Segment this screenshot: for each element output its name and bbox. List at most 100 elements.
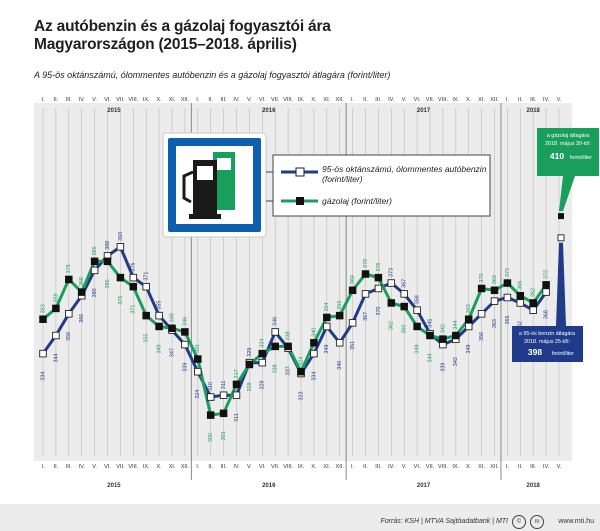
month-tick-label: I. bbox=[351, 97, 355, 103]
month-tick-label: IX. bbox=[452, 464, 459, 470]
data-point-petrol bbox=[323, 322, 331, 331]
data-point-petrol bbox=[490, 297, 499, 305]
month-tick-label: IX. bbox=[143, 464, 150, 470]
month-tick-label: V. bbox=[557, 464, 562, 470]
month-tick-label: XII. bbox=[181, 97, 190, 103]
data-label-diesel: 362 bbox=[389, 321, 395, 330]
data-point-petrol bbox=[39, 349, 47, 358]
data-label-petrol: 329 bbox=[260, 381, 266, 390]
data-label-diesel: 362 bbox=[531, 288, 537, 297]
month-tick-label: XI. bbox=[169, 464, 176, 470]
data-label-petrol: 347 bbox=[169, 348, 175, 357]
data-point-petrol bbox=[65, 310, 73, 318]
data-point-diesel bbox=[65, 275, 73, 284]
month-tick-label: X. bbox=[311, 97, 317, 103]
data-point-diesel bbox=[374, 273, 383, 282]
month-tick-label: IV. bbox=[543, 97, 550, 103]
series-line-diesel bbox=[42, 259, 548, 417]
month-tick-label: VIII. bbox=[283, 97, 293, 103]
callout-pointer-diesel bbox=[559, 176, 575, 212]
mti-logo-icon: m bbox=[530, 515, 544, 529]
data-point-petrol bbox=[142, 282, 150, 291]
callout-diesel-line2: 2018. május 30-tól: bbox=[545, 141, 591, 147]
data-point-diesel bbox=[206, 411, 215, 419]
data-point-diesel bbox=[413, 322, 421, 331]
month-tick-label: X. bbox=[466, 464, 472, 470]
month-tick-label: XI. bbox=[323, 97, 330, 103]
month-tick-label: II. bbox=[208, 464, 213, 470]
data-point-diesel bbox=[271, 342, 279, 351]
data-point-petrol bbox=[464, 322, 473, 331]
data-point-diesel bbox=[361, 270, 370, 278]
month-tick-label: VII. bbox=[426, 464, 435, 470]
data-point-diesel bbox=[245, 360, 254, 369]
year-label: 2017 bbox=[417, 483, 431, 489]
data-point-petrol bbox=[335, 339, 344, 347]
data-point-petrol bbox=[310, 349, 318, 358]
month-tick-label: VIII. bbox=[438, 464, 448, 470]
data-point-petrol bbox=[387, 279, 396, 287]
data-label-petrol: 311 bbox=[221, 381, 227, 390]
month-tick-label: III. bbox=[66, 97, 73, 103]
month-tick-label: I. bbox=[506, 97, 510, 103]
month-tick-label: XI. bbox=[478, 97, 485, 103]
month-tick-label: VII. bbox=[271, 464, 280, 470]
data-label-diesel: 344 bbox=[427, 354, 433, 363]
month-tick-label: VIII. bbox=[283, 464, 293, 470]
data-label-petrol: 356 bbox=[479, 332, 485, 341]
data-label-petrol: 367 bbox=[402, 279, 408, 288]
data-label-petrol: 356 bbox=[66, 332, 72, 341]
year-label: 2016 bbox=[262, 483, 276, 489]
data-label-petrol: 311 bbox=[234, 413, 240, 422]
month-tick-label: I. bbox=[351, 464, 355, 470]
month-tick-label: IX. bbox=[143, 97, 150, 103]
data-label-diesel: 348 bbox=[169, 313, 175, 322]
month-tick-label: III. bbox=[530, 97, 537, 103]
month-tick-label: V. bbox=[92, 464, 97, 470]
month-tick-label: II. bbox=[54, 97, 59, 103]
month-tick-label: IV. bbox=[79, 97, 86, 103]
data-point-diesel bbox=[181, 328, 189, 336]
data-label-diesel: 354 bbox=[324, 302, 330, 311]
data-label-petrol: 358 bbox=[415, 295, 421, 304]
callout-box-petrol bbox=[512, 326, 583, 362]
data-label-diesel: 355 bbox=[144, 334, 150, 343]
data-label-diesel: 385 bbox=[92, 246, 98, 255]
data-point-diesel bbox=[503, 279, 512, 287]
data-label-diesel: 378 bbox=[363, 259, 369, 268]
month-tick-label: XII. bbox=[335, 464, 344, 470]
month-tick-label: VI. bbox=[259, 97, 266, 103]
data-label-petrol: 351 bbox=[350, 341, 356, 350]
data-point-petrol bbox=[348, 319, 357, 327]
month-tick-label: V. bbox=[557, 97, 562, 103]
data-point-petrol bbox=[542, 288, 550, 296]
month-tick-label: XII. bbox=[335, 97, 344, 103]
data-label-diesel: 344 bbox=[453, 321, 459, 330]
callout-petrol-value: 398 bbox=[528, 347, 542, 357]
month-tick-label: II. bbox=[518, 464, 523, 470]
data-point-diesel bbox=[310, 339, 318, 347]
month-tick-label: X. bbox=[311, 464, 317, 470]
month-tick-label: X. bbox=[466, 97, 472, 103]
data-point-diesel bbox=[219, 409, 228, 418]
data-point-diesel bbox=[400, 302, 408, 311]
data-label-petrol: 363 bbox=[492, 319, 498, 328]
data-point-diesel bbox=[490, 286, 499, 295]
month-tick-label: VII. bbox=[116, 97, 125, 103]
data-label-petrol: 368 bbox=[544, 310, 550, 319]
month-tick-label: I. bbox=[506, 464, 510, 470]
data-label-diesel: 368 bbox=[79, 277, 85, 286]
data-point-petrol bbox=[181, 340, 189, 349]
month-tick-label: I. bbox=[41, 97, 45, 103]
legend-diesel-marker bbox=[296, 197, 304, 205]
data-label-diesel: 353 bbox=[466, 304, 472, 313]
data-point-diesel bbox=[90, 257, 99, 266]
data-point-diesel bbox=[129, 282, 138, 291]
data-label-diesel: 376 bbox=[376, 263, 382, 272]
data-point-petrol bbox=[116, 243, 125, 251]
callout-petrol-line1: a 95-ös benzin átlagára bbox=[519, 331, 575, 337]
data-label-diesel: 369 bbox=[492, 275, 498, 284]
data-label-petrol: 366 bbox=[79, 314, 85, 323]
data-point-diesel bbox=[348, 286, 357, 295]
